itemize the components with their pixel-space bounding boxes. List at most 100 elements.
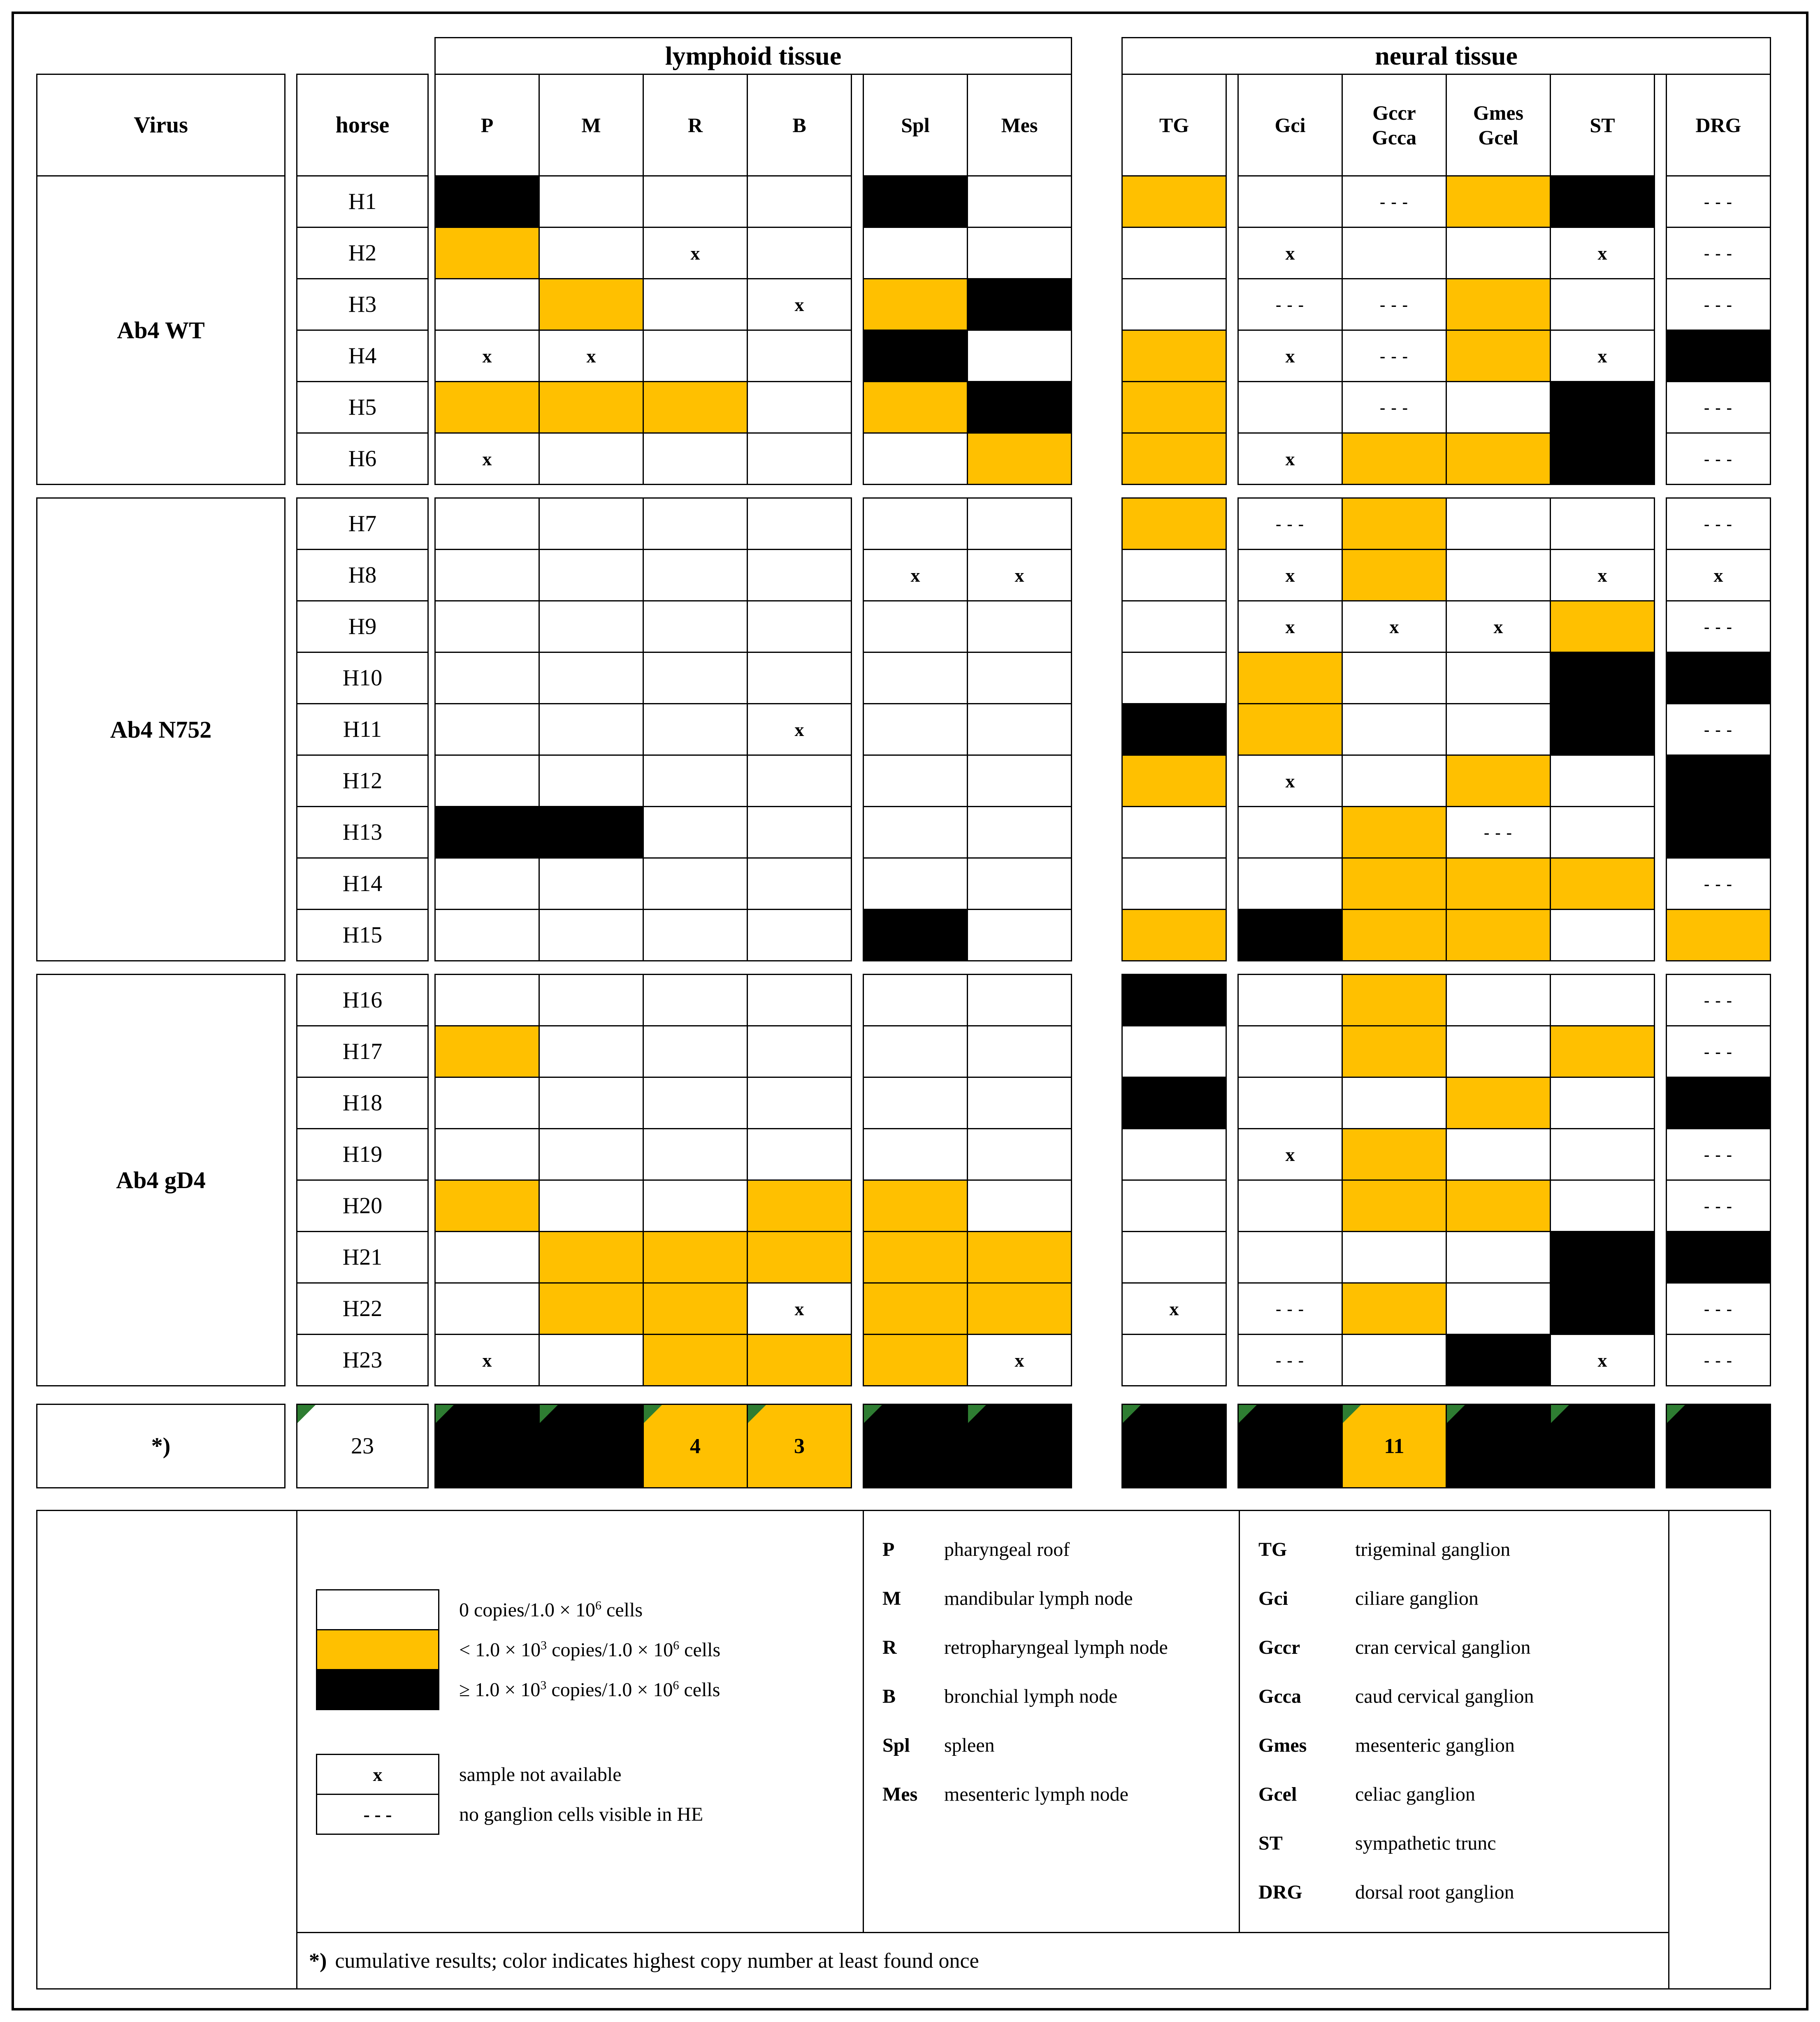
result-cell-white [1447,1232,1550,1282]
result-cell-white [436,653,539,703]
result-cell-orange [748,1232,851,1282]
summary-cell-black [864,1405,967,1487]
result-cell-dash: - - - [1343,382,1446,432]
result-cell-white [1551,1181,1654,1231]
summary-cell-orange: 4 [644,1405,747,1487]
result-cell-white [1123,228,1226,278]
result-cell-orange [436,382,539,432]
drg-results: - - -- - -- - -- - -- - -- - - [1666,974,1771,1386]
result-cell-white [644,176,747,227]
result-cell-white [1239,859,1342,909]
neural-abbrev-row: Gci ciliare ganglion [1258,1574,1668,1623]
result-cell-dash: - - - [1667,975,1770,1025]
result-cell-white [644,434,747,484]
result-cell-white [1123,1232,1226,1282]
tg-results [1121,175,1227,485]
horse-id-column: H7 H8 H9 H10 H11 H12 H13 H14 H15 [296,497,429,961]
result-cell-white [540,1335,643,1385]
result-cell-white [1343,704,1446,754]
result-cell-white [1551,975,1654,1025]
result-cell-orange [1447,756,1550,806]
neural-abbr: Gcca [1258,1685,1301,1707]
result-cell-white [968,859,1071,909]
spacer [1072,974,1121,1386]
lymphoid-abbr: Mes [882,1783,918,1805]
result-cell-x: x [644,228,747,278]
result-cell-orange [1343,1181,1446,1231]
result-cell-white [748,910,851,960]
result-cell-black [1123,704,1226,754]
copy-swatch-black [316,1669,439,1710]
result-cell-white [748,499,851,549]
column-header-b: B [748,75,851,175]
corner-flag-icon [540,1405,558,1423]
result-cell-white [968,910,1071,960]
result-cell-x: x [1667,550,1770,600]
result-cell-orange [1447,279,1550,330]
summary-cell-black [1239,1405,1342,1487]
result-cell-black [1239,910,1342,960]
result-cell-white [540,756,643,806]
summary-ganglia: 11 [1237,1404,1655,1488]
result-cell-white [644,499,747,549]
neural-abbrev-row: TG trigeminal ganglion [1258,1525,1668,1574]
horse-column-header: horse [296,74,429,176]
copy-key-row: ≥ 1.0 × 103 copies/1.0 × 106 cells [316,1669,720,1710]
result-cell-black [1667,653,1770,703]
result-cell-white [968,601,1071,652]
result-cell-x: x [1239,1129,1342,1179]
neural-abbr: ST [1258,1832,1283,1854]
result-cell-white [1123,1026,1226,1077]
result-cell-white [1447,704,1550,754]
result-cell-white [748,176,851,227]
lymphoid-desc: pharyngeal roof [944,1539,1070,1560]
lymphoid-desc: retropharyngeal lymph node [944,1637,1168,1658]
result-cell-orange [864,1335,967,1385]
neural-tissue-header: neural tissue [1121,37,1771,75]
column-header-line: Gci [1274,114,1306,137]
result-cell-white [748,653,851,703]
result-cell-white [748,434,851,484]
result-cell-white [436,756,539,806]
result-cell-white [864,653,967,703]
result-cell-x: x [1239,550,1342,600]
result-cell-white [644,975,747,1025]
result-cell-white [644,1078,747,1128]
column-header-line: B [792,114,806,137]
result-cell-white [436,550,539,600]
corner-flag-icon [1551,1405,1569,1423]
result-cell-black [1667,1078,1770,1128]
result-cell-white [1447,653,1550,703]
result-cell-white [968,331,1071,381]
result-cell-white [1123,279,1226,330]
result-cell-white [436,499,539,549]
spacer [852,497,863,961]
result-cell-white [1447,550,1550,600]
result-cell-white [436,910,539,960]
horse-label: H19 [297,1129,427,1179]
summary-cell-black [540,1405,643,1487]
column-header-line: M [581,114,601,137]
result-cell-dash: - - - [1667,1129,1770,1179]
summary-count: 3 [794,1434,805,1458]
result-cell-white [436,279,539,330]
result-cell-x: x [968,550,1071,600]
result-cell-orange [864,279,967,330]
column-header-m: M [540,75,643,175]
result-cell-white [644,601,747,652]
spacer [296,37,429,75]
result-cell-white [748,1129,851,1179]
result-cell-white [644,704,747,754]
neural-desc: caud cervical ganglion [1355,1685,1534,1707]
result-cell-white [1123,653,1226,703]
column-header-line: P [481,114,494,137]
column-header-st: ST [1551,75,1654,175]
virus-name: Ab4 WT [117,317,205,344]
result-cell-orange [1343,859,1446,909]
spacer [429,497,434,961]
spacer [1655,175,1666,485]
result-cell-x: x [968,1335,1071,1385]
horse-label: H9 [297,601,427,652]
